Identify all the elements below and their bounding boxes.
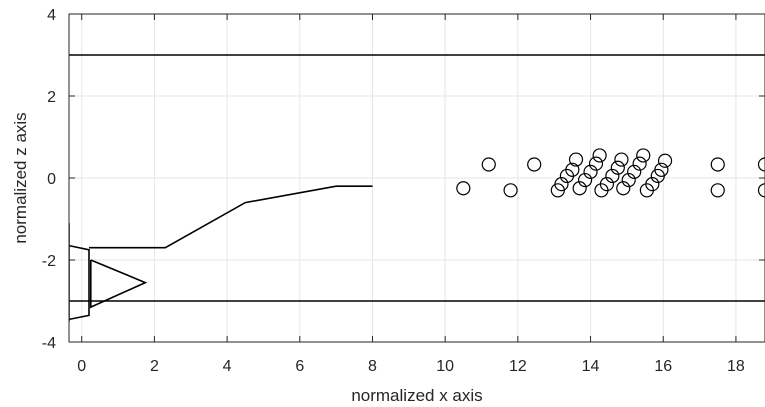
bubble-marker [654, 162, 669, 177]
x-tick-label: 16 [654, 358, 672, 375]
x-tick-label: 0 [77, 358, 86, 375]
bubble-marker [503, 183, 518, 198]
bubble-marker [757, 183, 765, 198]
bubble-marker [592, 148, 607, 163]
bubble-marker [527, 157, 542, 172]
bubble-marker [588, 156, 604, 171]
bubble-marker [565, 162, 580, 177]
bubble-marker [554, 177, 569, 192]
y-tick-label: -2 [42, 253, 56, 270]
bubble-marker [572, 181, 587, 196]
x-tick-label: 2 [150, 358, 159, 375]
bubble-marker [605, 168, 620, 184]
x-tick-label: 18 [727, 358, 745, 375]
bubble-marker [627, 164, 642, 179]
bubble-marker [599, 177, 615, 192]
bubble-marker [568, 152, 584, 167]
x-tick-label: 14 [582, 358, 600, 375]
series-line [69, 244, 90, 321]
x-tick-label: 10 [436, 358, 454, 375]
y-axis-title: normalized z axis [11, 112, 30, 243]
plot-area [69, 54, 765, 322]
bubble-marker [456, 181, 471, 196]
x-tick-label: 6 [295, 358, 304, 375]
bubble-marker [710, 183, 725, 198]
series-line [89, 185, 373, 249]
bubble-marker [632, 156, 647, 171]
bubble-marker [577, 172, 593, 188]
y-tick-label: -4 [42, 335, 56, 352]
bubble-marker [481, 157, 496, 172]
bubble-marker [614, 152, 629, 167]
x-tick-label: 12 [509, 358, 527, 375]
grid [69, 13, 765, 343]
bubble-marker [610, 160, 625, 175]
x-tick-label: 4 [223, 358, 232, 375]
y-tick-label: 2 [47, 89, 56, 106]
bubble-marker [621, 172, 636, 188]
bubble-marker [710, 157, 725, 172]
series-line [90, 259, 148, 309]
bubble-marker [757, 157, 765, 172]
bubble-marker [583, 164, 598, 179]
x-tick-label: 8 [368, 358, 377, 375]
bubble-marker [616, 181, 631, 196]
bubble-marker [645, 177, 660, 192]
axes: 0 2 4 6 8 10 12 14 16 18 -4 -2 0 2 4 [42, 7, 765, 375]
x-axis-title: normalized x axis [351, 386, 482, 405]
y-tick-label: 4 [47, 7, 56, 24]
bubble-marker [657, 153, 673, 168]
bubble-marker [636, 148, 651, 163]
y-tick-label: 0 [47, 171, 56, 188]
